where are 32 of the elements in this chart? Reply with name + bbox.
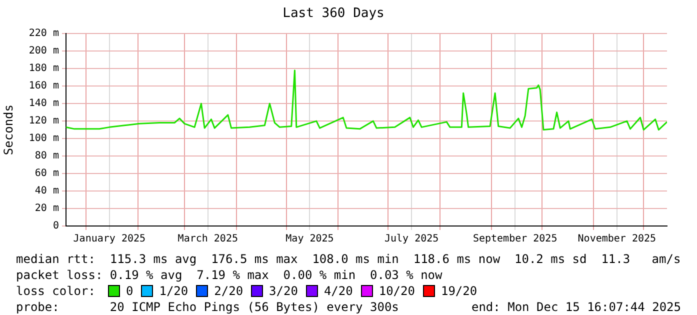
text: probe: 20 ICMP Echo Pings (56 Bytes) every 300s	[16, 299, 399, 315]
y-axis-title: Seconds	[1, 104, 16, 156]
y-tick-label: 200 m	[28, 46, 59, 57]
y-tick-label: 100 m	[28, 133, 59, 144]
y-tick-label: 0	[52, 220, 59, 232]
y-tick-label: 80 m	[34, 150, 59, 162]
legend-label: 10/20	[378, 283, 415, 299]
y-tick-label: 60 m	[34, 168, 59, 180]
legend-label: 4/20	[324, 283, 353, 299]
y-tick-label: 180 m	[28, 63, 59, 74]
x-tick-label: May 2025	[286, 234, 334, 245]
x-tick-label: September 2025	[472, 234, 558, 245]
chart-title: Last 360 Days	[282, 6, 384, 22]
text: packet loss: 0.19 % avg 7.19 % max 0.00 % min 0.03 % now	[16, 267, 442, 283]
y-tick-label: 220 m	[28, 28, 59, 40]
legend-label: 19/20	[440, 283, 478, 299]
y-tick-label: 40 m	[34, 186, 59, 197]
x-tick-label: January 2025	[73, 234, 146, 245]
y-tick-label: 20 m	[34, 203, 59, 214]
legend-label: 0	[126, 283, 134, 299]
legend-title: loss color:	[16, 283, 96, 299]
text: end: Mon Dec 15 16:07:44 2025	[471, 299, 681, 315]
x-tick-label: July 2025	[384, 234, 439, 245]
legend-label: 2/20	[214, 283, 244, 299]
y-tick-label: 160 m	[28, 80, 59, 92]
text: median rtt: 115.3 ms avg 176.5 ms max 108.0 ms min 118.6 ms now 10.2 ms sd 11.3 am/s	[16, 251, 681, 267]
x-tick-label: March 2025	[178, 234, 238, 245]
legend-label: 1/20	[159, 283, 188, 299]
y-tick-label: 120 m	[28, 116, 59, 127]
y-tick-label: 140 m	[28, 98, 59, 110]
x-tick-label: November 2025	[578, 234, 656, 245]
legend-label: 3/20	[269, 283, 298, 299]
